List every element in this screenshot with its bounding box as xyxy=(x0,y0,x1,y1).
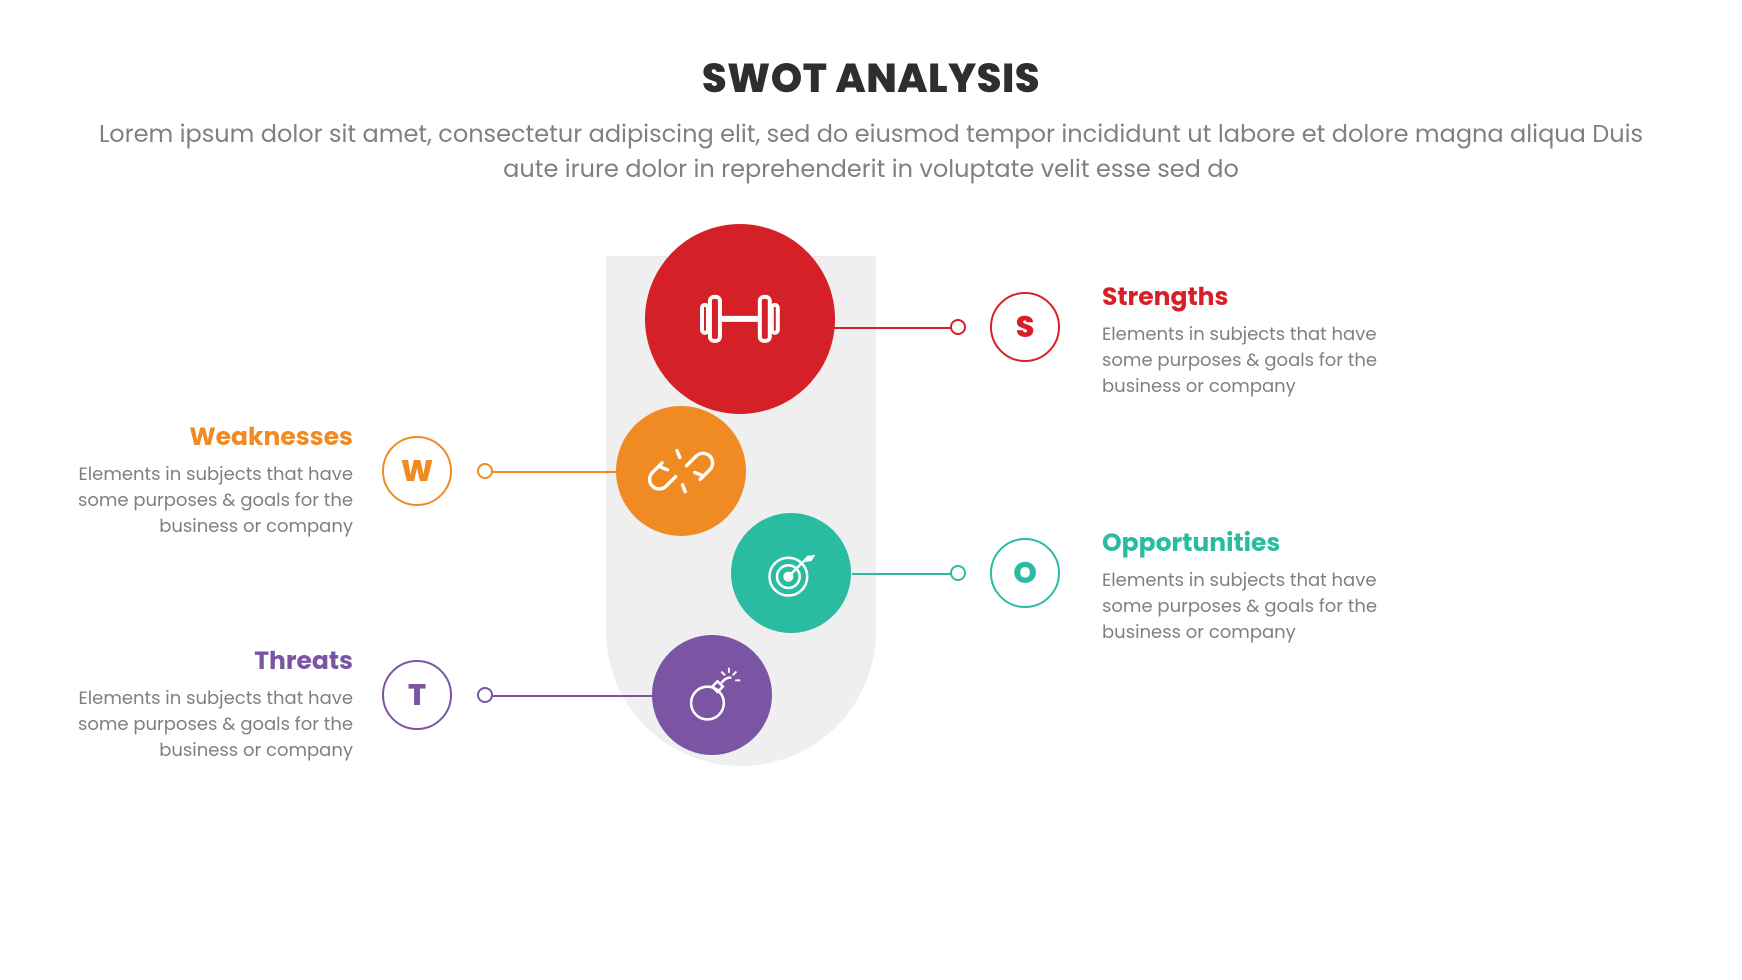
letter-circle: T xyxy=(382,660,452,730)
letter-circle: W xyxy=(382,436,452,506)
connector-line xyxy=(485,471,616,473)
connector-dot xyxy=(477,687,493,703)
item-title: Weaknesses xyxy=(53,418,353,456)
connector-dot xyxy=(950,565,966,581)
item-title: Strengths xyxy=(1102,278,1402,316)
broken-link-icon xyxy=(616,406,746,536)
target-icon xyxy=(731,513,851,633)
connector-dot xyxy=(477,463,493,479)
label-block: Opportunities Elements in subjects that … xyxy=(1102,524,1402,646)
letter-text: T xyxy=(408,672,426,718)
letter-text: O xyxy=(1013,550,1037,596)
page-title: SWOT ANALYSIS xyxy=(0,48,1742,108)
bomb-icon xyxy=(652,635,772,755)
connector-line xyxy=(485,695,652,697)
letter-circle: O xyxy=(990,538,1060,608)
item-title: Opportunities xyxy=(1102,524,1402,562)
item-title: Threats xyxy=(53,642,353,680)
item-desc: Elements in subjects that have some purp… xyxy=(1102,568,1402,646)
letter-text: W xyxy=(401,448,433,494)
letter-circle: S xyxy=(990,292,1060,362)
label-block: Weaknesses Elements in subjects that hav… xyxy=(53,418,353,540)
item-desc: Elements in subjects that have some purp… xyxy=(53,462,353,540)
item-desc: Elements in subjects that have some purp… xyxy=(53,686,353,764)
label-block: Threats Elements in subjects that have s… xyxy=(53,642,353,764)
connector-dot xyxy=(950,319,966,335)
letter-text: S xyxy=(1016,304,1035,350)
label-block: Strengths Elements in subjects that have… xyxy=(1102,278,1402,400)
item-desc: Elements in subjects that have some purp… xyxy=(1102,322,1402,400)
dumbbell-icon xyxy=(645,224,835,414)
page-subtitle: Lorem ipsum dolor sit amet, consectetur … xyxy=(70,118,1672,188)
connector-line xyxy=(852,573,958,575)
connector-line xyxy=(834,327,958,329)
